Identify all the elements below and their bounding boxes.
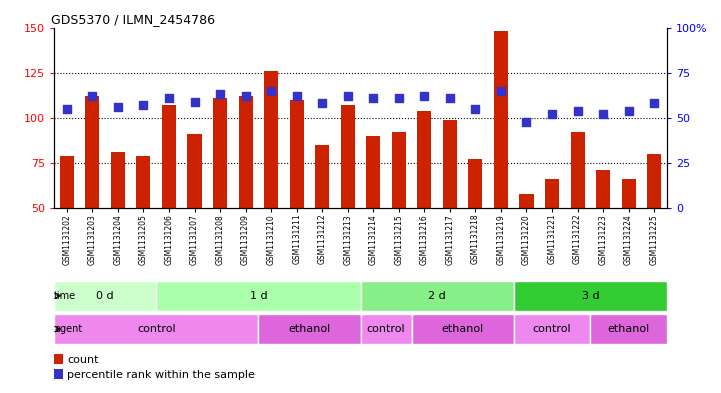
Bar [258, 314, 360, 344]
Point [138, 102, 149, 108]
Text: control: control [367, 324, 405, 334]
Point [368, 95, 379, 101]
Text: ethanol: ethanol [441, 324, 484, 334]
Bar [264, 71, 278, 208]
Bar [443, 120, 457, 208]
Bar [290, 100, 304, 208]
Bar [54, 314, 258, 344]
Bar [596, 170, 610, 208]
Bar [469, 160, 482, 208]
Text: 2 d: 2 d [428, 291, 446, 301]
Bar [513, 281, 667, 311]
Bar [366, 136, 380, 208]
Point [189, 99, 200, 105]
Text: time: time [54, 291, 76, 301]
Bar [494, 31, 508, 208]
Point [291, 93, 302, 99]
Bar [392, 132, 406, 208]
Bar [315, 145, 329, 208]
Bar [111, 152, 125, 208]
Bar [417, 111, 431, 208]
Bar [239, 96, 252, 208]
Text: control: control [533, 324, 571, 334]
Bar [156, 281, 360, 311]
Point [393, 95, 404, 101]
Text: 0 d: 0 d [97, 291, 114, 301]
Point [547, 111, 558, 118]
Bar [622, 179, 636, 208]
Text: percentile rank within the sample: percentile rank within the sample [67, 370, 255, 380]
Text: control: control [137, 324, 175, 334]
Point [521, 118, 532, 125]
Point [317, 100, 328, 107]
Bar [187, 134, 202, 208]
Bar [162, 105, 176, 208]
Point [495, 88, 507, 94]
Point [163, 95, 174, 101]
Bar [513, 314, 590, 344]
Bar [341, 105, 355, 208]
Bar [570, 132, 585, 208]
Text: 1 d: 1 d [249, 291, 267, 301]
Text: ethanol: ethanol [288, 324, 330, 334]
Bar [647, 154, 661, 208]
Text: agent: agent [54, 324, 82, 334]
Bar [412, 314, 513, 344]
Bar [85, 96, 99, 208]
Bar [54, 281, 156, 311]
Text: count: count [67, 354, 99, 365]
Text: GDS5370 / ILMN_2454786: GDS5370 / ILMN_2454786 [51, 13, 215, 26]
Bar [60, 156, 74, 208]
Bar [136, 156, 151, 208]
Bar [360, 281, 513, 311]
Point [419, 93, 430, 99]
Point [61, 106, 73, 112]
Bar [213, 98, 227, 208]
Point [444, 95, 456, 101]
Point [265, 88, 277, 94]
Text: 3 d: 3 d [582, 291, 599, 301]
Point [648, 100, 660, 107]
Point [112, 104, 124, 110]
Point [572, 108, 583, 114]
Point [342, 93, 353, 99]
Bar [590, 314, 667, 344]
Text: ethanol: ethanol [608, 324, 650, 334]
Point [214, 91, 226, 97]
Bar [519, 194, 534, 208]
Point [469, 106, 481, 112]
Point [240, 93, 252, 99]
Bar [545, 179, 559, 208]
Point [597, 111, 609, 118]
Point [623, 108, 634, 114]
Bar [360, 314, 412, 344]
Point [87, 93, 98, 99]
